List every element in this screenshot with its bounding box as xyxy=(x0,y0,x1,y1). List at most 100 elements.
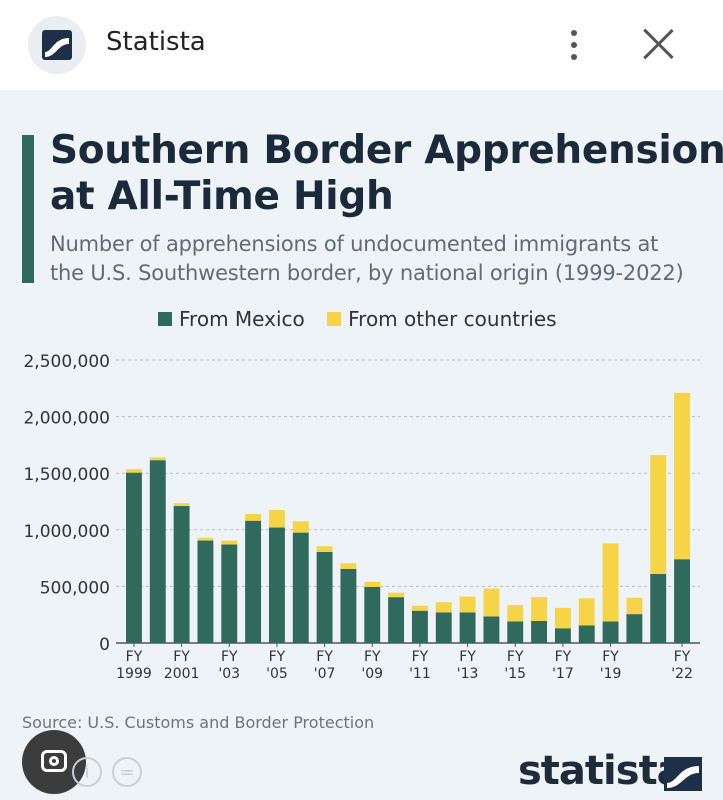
bar-other xyxy=(268,509,285,528)
legend-swatch-mexico xyxy=(158,311,172,326)
legend-swatch-other xyxy=(327,311,342,326)
x-tick-label-line-1: FY xyxy=(269,649,286,665)
bar-mexico xyxy=(221,544,238,643)
bar-other xyxy=(554,607,571,629)
bar-other xyxy=(650,455,667,574)
bar-other xyxy=(578,598,595,626)
bar-other xyxy=(507,605,524,622)
bar-mexico xyxy=(554,628,571,643)
x-tick-label-line-1: FY xyxy=(221,649,238,665)
x-tick-label-line-2: '15 xyxy=(504,666,526,682)
legend-item-other: From other countries xyxy=(327,307,557,331)
x-tick-label-line-2: '13 xyxy=(457,666,479,682)
statista-logo-icon[interactable] xyxy=(28,16,86,74)
chart-subtitle-line-1: Number of apprehensions of undocumented … xyxy=(50,232,659,256)
x-tick-label-line-2: '03 xyxy=(218,666,240,682)
bar-mexico xyxy=(602,621,619,643)
bar-mexico xyxy=(650,573,667,643)
bar-other xyxy=(602,543,619,622)
y-tick-label: 500,000 xyxy=(40,578,110,598)
y-tick-label: 1,000,000 xyxy=(23,522,110,542)
y-tick-label: 1,500,000 xyxy=(23,465,110,485)
x-tick-label-line-1: FY xyxy=(555,649,572,665)
statista-wordmark: statista xyxy=(518,748,684,794)
x-tick-label-line-1: FY xyxy=(173,649,190,665)
bar-mexico xyxy=(364,586,381,643)
app-header: Statista xyxy=(0,0,723,90)
y-tick-label: 2,000,000 xyxy=(23,409,110,429)
bar-mexico xyxy=(531,620,548,643)
x-tick-label-line-1: FY xyxy=(674,649,691,665)
statista-brand-icon xyxy=(664,757,702,791)
app-name: Statista xyxy=(106,27,206,57)
bar-mexico xyxy=(126,472,142,643)
bar-other xyxy=(245,513,262,521)
bar-chart: 0 500,000 1,000,000 1,500,000 2,000,000 2,500… xyxy=(23,352,700,682)
bar-mexico xyxy=(268,527,285,643)
bar-mexico xyxy=(292,532,309,643)
chart-title-line-2: at All-Time High xyxy=(50,174,394,219)
bar-mexico xyxy=(149,460,166,643)
bar-other xyxy=(126,469,142,473)
x-tick-label-line-2: '07 xyxy=(314,666,336,682)
x-tick-label-line-2: '17 xyxy=(552,666,574,682)
x-tick-label-line-2: '19 xyxy=(600,666,622,682)
bar-mexico xyxy=(626,614,643,643)
bar-mexico xyxy=(674,559,690,643)
info-icon[interactable]: i xyxy=(72,757,102,787)
close-icon[interactable] xyxy=(640,26,676,62)
x-tick-label-line-2: '05 xyxy=(266,666,288,682)
x-tick-label-line-1: FY xyxy=(507,649,524,665)
bar-other xyxy=(388,592,405,598)
bar-other xyxy=(674,392,690,560)
y-tick-label: 2,500,000 xyxy=(23,352,110,372)
chart-subtitle-line-2: the U.S. Southwestern border, by nationa… xyxy=(50,261,684,285)
bar-other xyxy=(173,503,190,507)
bar-other xyxy=(292,521,309,533)
bar-mexico xyxy=(388,597,405,643)
x-tick-label-line-1: FY xyxy=(126,649,143,665)
x-tick-label-line-2: 2001 xyxy=(164,666,200,682)
bar-mexico xyxy=(245,520,262,643)
legend-label-mexico: From Mexico xyxy=(179,307,305,331)
bar-mexico xyxy=(411,610,428,643)
title-accent-bar xyxy=(22,135,34,283)
bar-other xyxy=(626,597,643,615)
bar-other xyxy=(459,596,476,613)
legend-item-mexico: From Mexico xyxy=(158,307,305,331)
x-tick-label-line-2: '09 xyxy=(361,666,383,682)
bar-mexico xyxy=(459,612,476,643)
chart-subtitle: Number of apprehensions of undocumented … xyxy=(50,230,684,288)
x-tick-label-line-1: FY xyxy=(602,649,619,665)
bar-mexico xyxy=(340,568,357,643)
bar-mexico xyxy=(483,616,500,643)
kebab-menu-icon[interactable] xyxy=(560,26,588,64)
x-tick-label-line-2: 1999 xyxy=(116,666,152,682)
bar-mexico xyxy=(578,625,595,643)
source-note: Source: U.S. Customs and Border Protecti… xyxy=(22,713,375,732)
menu-icon[interactable]: = xyxy=(112,757,142,787)
bar-other xyxy=(483,588,500,617)
x-tick-label-line-1: FY xyxy=(364,649,381,665)
bar-mexico xyxy=(507,621,524,643)
x-tick-label-line-1: FY xyxy=(412,649,429,665)
chart-title: Southern Border Apprehensions at All-Tim… xyxy=(50,128,723,220)
chart-title-line-1: Southern Border Apprehensions xyxy=(50,128,723,173)
bar-other xyxy=(316,546,333,552)
x-tick-label-line-2: '11 xyxy=(409,666,431,682)
bar-mexico xyxy=(316,551,333,643)
legend-label-other: From other countries xyxy=(348,307,557,331)
bar-other xyxy=(340,563,357,569)
bar-mexico xyxy=(197,540,214,643)
bar-other xyxy=(364,581,381,587)
y-tick-label: 0 xyxy=(99,635,110,655)
bar-other xyxy=(411,605,428,611)
bar-other xyxy=(531,597,548,621)
bar-other xyxy=(435,602,452,613)
bar-other xyxy=(221,540,238,545)
chart-legend: From Mexico From other countries xyxy=(158,307,573,331)
bar-mexico xyxy=(435,612,452,643)
x-tick-label-line-2: '22 xyxy=(671,666,693,682)
bar-mexico xyxy=(173,506,190,643)
bar-other xyxy=(149,457,166,461)
